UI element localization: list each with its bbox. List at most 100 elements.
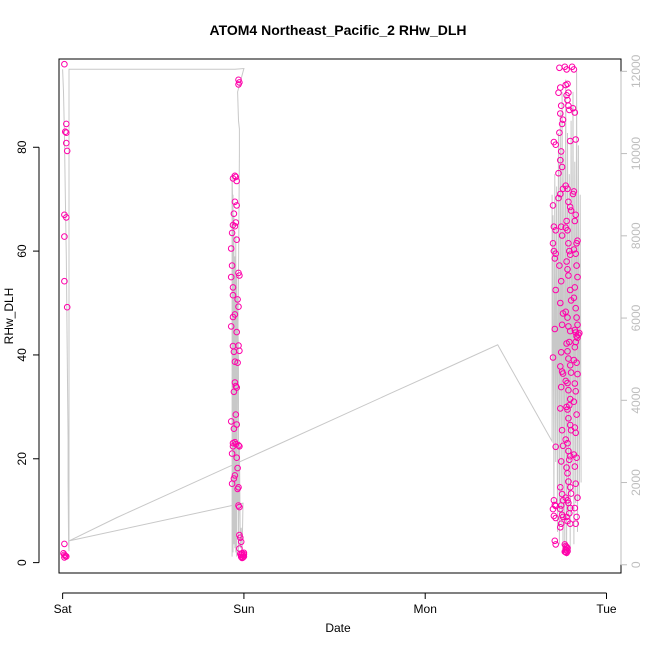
y-tick-label: 20 <box>15 452 29 466</box>
data-point <box>570 246 578 253</box>
data-point <box>231 358 239 366</box>
data-point <box>576 329 583 337</box>
data-point <box>236 272 243 279</box>
data-point <box>63 139 70 147</box>
data-point <box>557 383 565 391</box>
data-point <box>563 258 570 265</box>
data-point <box>549 202 557 209</box>
data-point <box>569 105 577 112</box>
data-point <box>233 454 240 462</box>
y2-tick-label: 10000 <box>629 137 643 171</box>
data-point <box>573 240 580 247</box>
data-point <box>62 128 69 135</box>
data-point <box>557 502 565 509</box>
chart-title: ATOM4 Northeast_Pacific_2 RHw_DLH <box>210 22 467 38</box>
data-point <box>564 314 571 321</box>
data-point <box>566 452 574 460</box>
data-point <box>63 214 70 221</box>
data-point <box>572 429 580 437</box>
data-point <box>557 190 564 198</box>
data-point <box>557 148 565 155</box>
data-point <box>564 439 571 447</box>
data-point <box>563 340 570 347</box>
data-point <box>552 227 560 234</box>
data-point <box>557 505 564 513</box>
data-point <box>572 250 580 257</box>
data-point <box>572 211 580 219</box>
data-point <box>230 210 238 217</box>
data-point <box>557 156 564 164</box>
data-point <box>231 222 239 230</box>
data-point <box>564 379 571 387</box>
data-point <box>574 370 581 378</box>
data-point <box>552 250 560 257</box>
data-point <box>562 377 570 385</box>
data-point <box>570 294 578 302</box>
data-point <box>571 109 579 116</box>
y2-tick-label: 2000 <box>629 469 643 496</box>
data-point <box>566 484 574 491</box>
data-point <box>230 388 238 396</box>
data-point <box>558 120 566 128</box>
data-point <box>227 245 235 252</box>
data-point <box>61 551 68 559</box>
data-point <box>555 169 562 177</box>
data-point <box>227 273 235 281</box>
data-point <box>564 266 571 273</box>
data-point <box>566 137 574 145</box>
data-point <box>557 299 564 307</box>
data-point <box>564 227 571 234</box>
data-point <box>559 370 567 377</box>
data-point <box>557 520 565 528</box>
data-point <box>563 92 570 99</box>
data-point <box>227 323 235 330</box>
data-point <box>61 554 68 561</box>
data-point <box>573 359 580 367</box>
data-point <box>558 232 566 239</box>
y-tick-label: 60 <box>15 244 29 258</box>
data-point <box>551 255 559 262</box>
data-point <box>562 308 570 316</box>
data-point <box>551 325 559 333</box>
data-point <box>556 262 563 269</box>
data-point <box>552 141 560 148</box>
data-point <box>573 411 580 418</box>
data-point <box>564 470 571 477</box>
data-point <box>551 501 559 509</box>
x-tick-label: Tue <box>596 602 617 616</box>
y-axis-right: 0 2000 4000 6000 8000 10000 12000 <box>620 54 643 568</box>
data-point <box>552 443 560 451</box>
data-point <box>557 110 564 117</box>
data-point <box>565 386 572 394</box>
data-point <box>237 534 244 542</box>
data-point <box>552 541 560 548</box>
data-point <box>234 296 241 303</box>
data-point <box>567 369 575 376</box>
data-point <box>574 321 581 329</box>
data-point <box>564 348 571 355</box>
secondary-line-series <box>62 67 582 557</box>
data-point <box>233 177 240 185</box>
data-point <box>236 443 243 450</box>
data-point <box>555 194 562 202</box>
y2-tick-label: 4000 <box>629 387 643 414</box>
data-point <box>233 202 240 209</box>
data-point <box>569 190 577 198</box>
data-point <box>550 223 558 230</box>
data-point <box>571 504 579 512</box>
data-point <box>562 436 570 443</box>
data-point <box>232 411 240 418</box>
x-tick-label: Sat <box>54 602 73 616</box>
data-point <box>552 286 560 294</box>
data-point <box>571 343 579 351</box>
data-point <box>563 513 570 521</box>
data-point <box>231 198 239 206</box>
point-series <box>60 60 583 562</box>
data-point <box>567 490 575 497</box>
data-point <box>573 314 580 321</box>
data-point <box>565 240 572 247</box>
data-point <box>557 484 564 491</box>
data-point <box>559 513 567 521</box>
data-point <box>558 163 566 171</box>
data-point <box>573 454 580 462</box>
